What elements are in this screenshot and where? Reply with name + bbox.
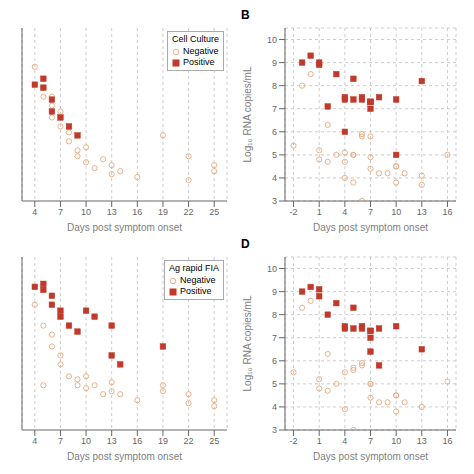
svg-text:8: 8 [272, 310, 277, 320]
svg-text:13: 13 [107, 436, 117, 446]
html-text:Cell Culture: Cell Culture [172, 34, 219, 44]
svg-text:7: 7 [272, 104, 277, 114]
svg-text:16: 16 [132, 436, 142, 446]
html-text:Negative: Negative [180, 275, 216, 285]
svg-text:25: 25 [209, 207, 219, 217]
html-text:Positive: Positive [180, 286, 212, 296]
svg-text:10: 10 [267, 35, 277, 45]
svg-text:7: 7 [368, 207, 373, 217]
svg-text:3: 3 [272, 425, 277, 435]
svg-text:Log₁₀ RNA copies/mL: Log₁₀ RNA copies/mL [242, 295, 253, 391]
svg-text:1: 1 [317, 207, 322, 217]
svg-text:10: 10 [267, 264, 277, 274]
svg-text:4: 4 [342, 436, 347, 446]
svg-text:22: 22 [184, 207, 194, 217]
svg-text:10: 10 [81, 436, 91, 446]
svg-text:3: 3 [272, 196, 277, 206]
svg-text:10: 10 [391, 436, 401, 446]
svg-text:Days post symptom onset: Days post symptom onset [313, 222, 428, 233]
svg-text:9: 9 [272, 287, 277, 297]
svg-text:6: 6 [272, 127, 277, 137]
svg-text:22: 22 [184, 436, 194, 446]
svg-text:7: 7 [58, 436, 63, 446]
svg-text:-2: -2 [290, 207, 298, 217]
svg-text:6: 6 [272, 356, 277, 366]
svg-text:Log₁₀ RNA copies/mL: Log₁₀ RNA copies/mL [242, 66, 253, 162]
html-text:B: B [241, 8, 250, 22]
svg-text:Days post symptom onset: Days post symptom onset [67, 222, 182, 233]
svg-text:7: 7 [272, 333, 277, 343]
svg-text:4: 4 [342, 207, 347, 217]
svg-text:16: 16 [132, 207, 142, 217]
svg-text:4: 4 [272, 173, 277, 183]
html-text:Ag rapid FIA: Ag rapid FIA [169, 263, 219, 273]
svg-text:25: 25 [209, 436, 219, 446]
svg-text:19: 19 [158, 207, 168, 217]
svg-text:13: 13 [417, 207, 427, 217]
svg-text:Days post symptom onset: Days post symptom onset [313, 451, 428, 462]
svg-text:5: 5 [272, 379, 277, 389]
svg-text:8: 8 [272, 81, 277, 91]
svg-text:5: 5 [272, 150, 277, 160]
svg-text:16: 16 [442, 207, 452, 217]
svg-text:9: 9 [272, 58, 277, 68]
svg-text:10: 10 [81, 207, 91, 217]
svg-text:4: 4 [32, 207, 37, 217]
svg-text:13: 13 [107, 207, 117, 217]
html-text:D: D [241, 237, 250, 251]
svg-text:1: 1 [317, 436, 322, 446]
svg-text:16: 16 [442, 436, 452, 446]
svg-text:4: 4 [32, 436, 37, 446]
html-text:Negative: Negative [183, 46, 219, 56]
svg-text:19: 19 [158, 436, 168, 446]
svg-text:7: 7 [58, 207, 63, 217]
svg-text:4: 4 [272, 402, 277, 412]
svg-text:10: 10 [391, 207, 401, 217]
html-text:Positive: Positive [183, 57, 215, 67]
svg-text:13: 13 [417, 436, 427, 446]
svg-text:-2: -2 [290, 436, 298, 446]
svg-text:Days post symptom onset: Days post symptom onset [67, 451, 182, 462]
svg-text:7: 7 [368, 436, 373, 446]
